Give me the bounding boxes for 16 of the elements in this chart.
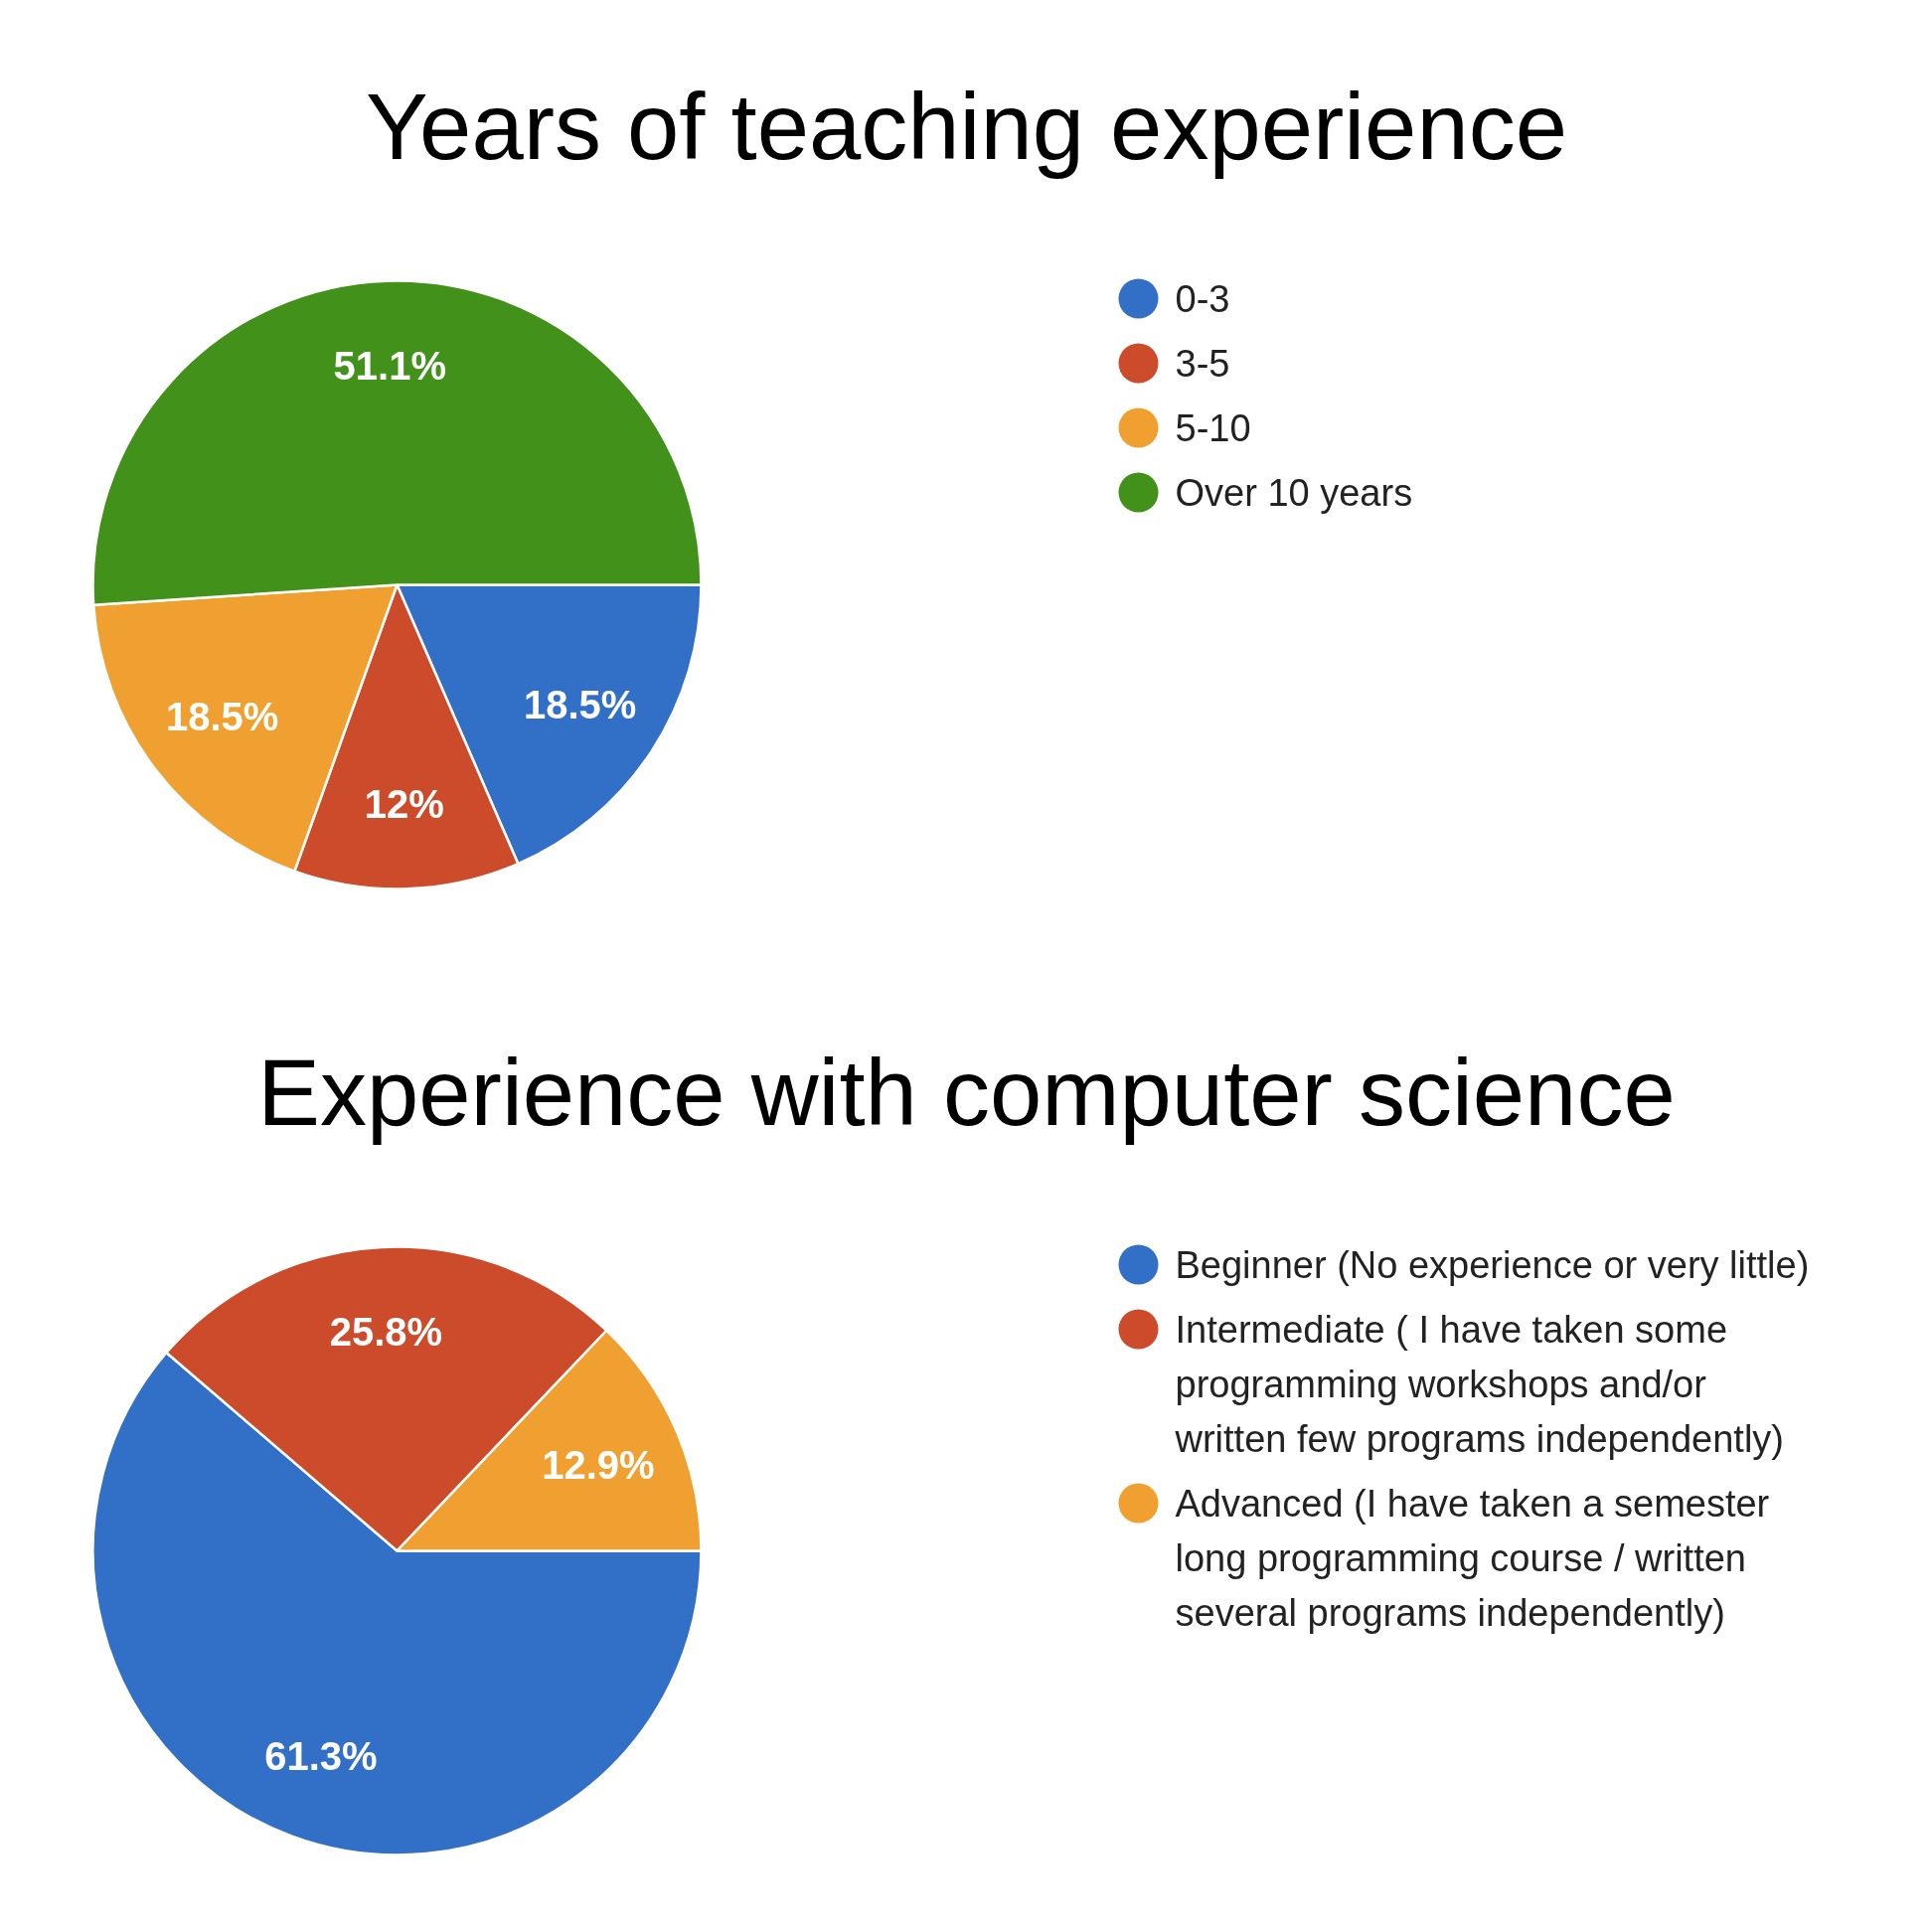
data-label: 12.9% — [542, 1442, 655, 1487]
data-label: 18.5% — [165, 695, 279, 739]
legend-label: Intermediate ( I have taken some programming workshops and/or written few programs independently) — [1174, 1308, 1785, 1460]
legend-label: Over 10 years — [1175, 471, 1413, 514]
data-label: 25.8% — [329, 1310, 443, 1355]
chart-title: Years of teaching experience — [366, 75, 1567, 179]
legend-label: 3-5 — [1175, 343, 1230, 385]
data-label: 12% — [364, 781, 444, 826]
data-label: 18.5% — [524, 683, 637, 727]
legend-label: 0-3 — [1175, 278, 1230, 320]
legend-label: Advanced (I have taken a semester long programming course / written several programs independently) — [1175, 1482, 1770, 1634]
data-label: 61.3% — [264, 1734, 378, 1779]
chart-title: Experience with computer science — [257, 1041, 1676, 1145]
legend-label: 5-10 — [1175, 407, 1251, 449]
legend-label: Beginner (No experience or very little) — [1175, 1243, 1810, 1286]
data-label: 51.1% — [333, 344, 446, 389]
